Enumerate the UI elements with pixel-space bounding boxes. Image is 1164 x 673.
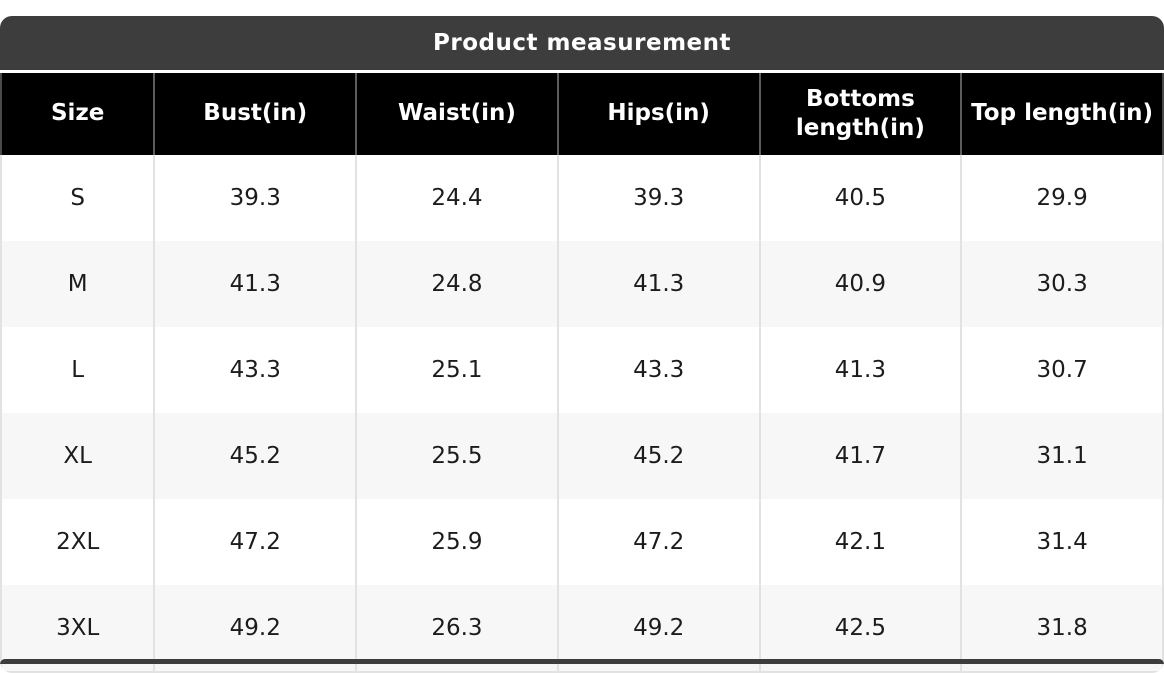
table-cell: 24.4: [355, 155, 558, 241]
table-cell: 31.1: [960, 413, 1164, 499]
table-row-l: L 43.3 25.1 43.3 41.3 30.7: [0, 327, 1164, 413]
table-row-m: M 41.3 24.8 41.3 40.9 30.3: [0, 241, 1164, 327]
table-cell: 41.3: [758, 327, 962, 413]
table-cell: 25.5: [355, 413, 558, 499]
size-label: XL: [0, 413, 155, 499]
table-cell: 29.9: [960, 155, 1164, 241]
size-label: L: [0, 327, 155, 413]
size-label: 2XL: [0, 499, 155, 585]
size-chart-card: Product measurement Size Bust(in) Waist(…: [0, 16, 1164, 673]
table-cell: 25.9: [355, 499, 558, 585]
table-cell: 25.1: [355, 327, 558, 413]
table-row-2xl: 2XL 47.2 25.9 47.2 42.1 31.4: [0, 499, 1164, 585]
table-cell: 49.2: [153, 585, 357, 673]
table-cell: 42.5: [758, 585, 962, 673]
column-header-waist: Waist(in): [355, 73, 558, 155]
table-cell: 45.2: [153, 413, 357, 499]
table-cell: 30.3: [960, 241, 1164, 327]
table-row-3xl: 3XL 49.2 26.3 49.2 42.5 31.8: [0, 585, 1164, 673]
table-cell: 49.2: [556, 585, 760, 673]
column-header-top-length: Top length(in): [960, 73, 1164, 155]
table-cell: 41.3: [153, 241, 357, 327]
header-row: Size Bust(in) Waist(in) Hips(in) Bottoms…: [0, 73, 1164, 155]
column-header-size: Size: [0, 73, 155, 155]
table-cell: 39.3: [556, 155, 760, 241]
column-header-bottoms-length: Bottoms length(in): [758, 73, 962, 155]
table-cell: 45.2: [556, 413, 760, 499]
size-chart-title: Product measurement: [0, 16, 1164, 73]
table-cell: 31.8: [960, 585, 1164, 673]
size-label: 3XL: [0, 585, 155, 673]
table-cell: 40.9: [758, 241, 962, 327]
table-row-xl: XL 45.2 25.5 45.2 41.7 31.1: [0, 413, 1164, 499]
table-cell: 24.8: [355, 241, 558, 327]
table-cell: 43.3: [556, 327, 760, 413]
size-chart-table: Size Bust(in) Waist(in) Hips(in) Bottoms…: [0, 73, 1164, 673]
table-cell: 39.3: [153, 155, 357, 241]
table-cell: 47.2: [153, 499, 357, 585]
table-cell: 31.4: [960, 499, 1164, 585]
table-cell: 41.3: [556, 241, 760, 327]
table-cell: 40.5: [758, 155, 962, 241]
column-header-bust: Bust(in): [153, 73, 357, 155]
next-section-top-bar: [0, 659, 1164, 664]
table-cell: 42.1: [758, 499, 962, 585]
table-cell: 47.2: [556, 499, 760, 585]
table-cell: 30.7: [960, 327, 1164, 413]
column-header-hips: Hips(in): [556, 73, 760, 155]
size-label: M: [0, 241, 155, 327]
table-cell: 26.3: [355, 585, 558, 673]
table-cell: 43.3: [153, 327, 357, 413]
size-label: S: [0, 155, 155, 241]
table-cell: 41.7: [758, 413, 962, 499]
table-row-s: S 39.3 24.4 39.3 40.5 29.9: [0, 155, 1164, 241]
